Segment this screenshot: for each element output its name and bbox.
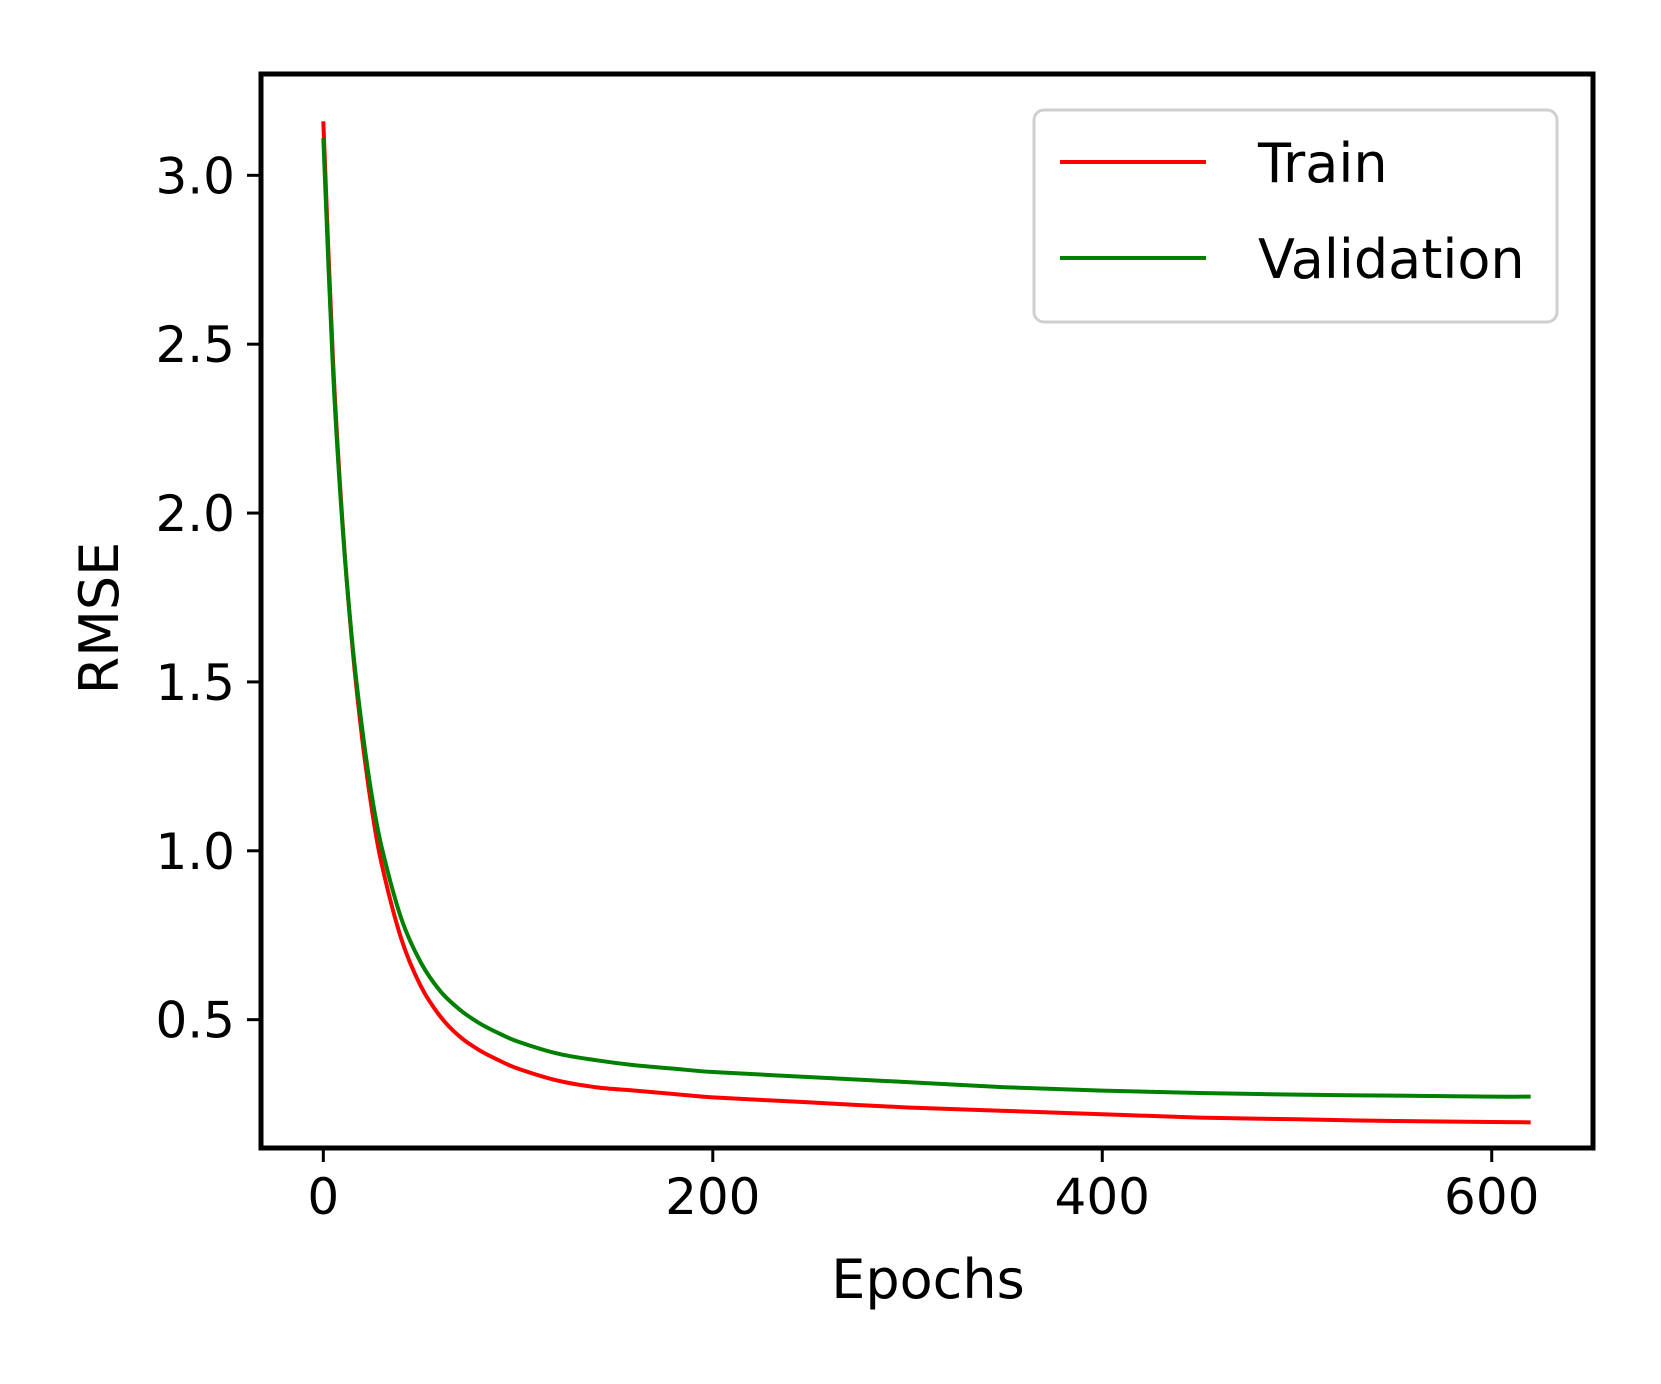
y-tick-label: 3.0 xyxy=(155,147,235,205)
x-tick-label: 400 xyxy=(1055,1168,1150,1226)
legend-label-validation: Validation xyxy=(1258,228,1525,291)
y-tick-label: 2.5 xyxy=(155,316,235,374)
x-tick-label: 0 xyxy=(307,1168,339,1226)
y-axis-label: RMSE xyxy=(68,542,131,695)
y-tick-label: 1.0 xyxy=(155,823,235,881)
y-tick-label: 1.5 xyxy=(155,654,235,712)
y-tick-label: 0.5 xyxy=(155,992,235,1050)
series-line-validation xyxy=(321,138,1531,1099)
y-tick-label: 2.0 xyxy=(155,485,235,543)
ticks-layer: 0 200 400 600 0.5 1.0 1.5 2.0 2.5 3.0 xyxy=(155,147,1539,1226)
legend: Train Validation xyxy=(1032,108,1559,324)
series-layer xyxy=(321,121,1531,1125)
x-tick-label: 200 xyxy=(665,1168,760,1226)
x-tick-label: 600 xyxy=(1444,1168,1539,1226)
plot-frame xyxy=(258,71,1596,1151)
legend-label-train: Train xyxy=(1257,132,1388,195)
x-axis-label: Epochs xyxy=(831,1248,1024,1311)
